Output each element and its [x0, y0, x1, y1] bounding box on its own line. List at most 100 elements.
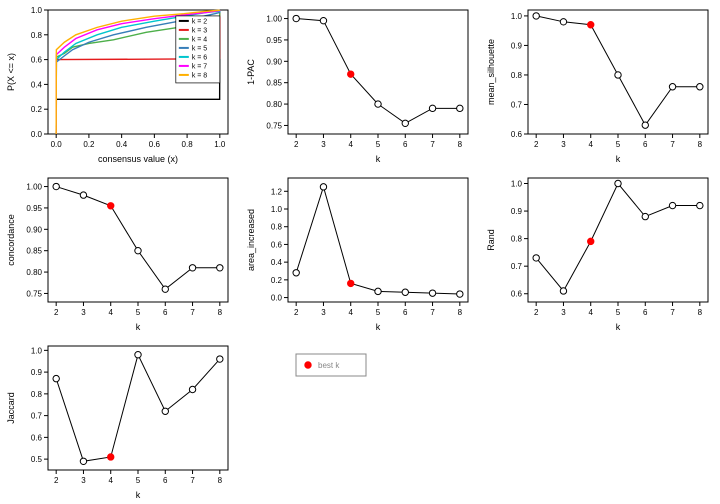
svg-text:1.0: 1.0	[31, 346, 43, 355]
svg-text:0.2: 0.2	[83, 140, 95, 149]
point-k5	[375, 288, 381, 294]
svg-text:3: 3	[81, 476, 86, 485]
svg-text:3: 3	[81, 308, 86, 317]
point-k5	[375, 101, 381, 107]
svg-text:0.6: 0.6	[31, 56, 43, 65]
svg-text:6: 6	[643, 140, 648, 149]
point-k2	[293, 15, 299, 21]
point-k4	[588, 22, 594, 28]
point-k3	[560, 288, 566, 294]
point-k8	[217, 356, 223, 362]
svg-text:0.6: 0.6	[511, 290, 523, 299]
svg-text:2: 2	[294, 308, 299, 317]
svg-text:1.0: 1.0	[214, 140, 226, 149]
svg-text:0.8: 0.8	[31, 31, 43, 40]
svg-text:P(X <= x): P(X <= x)	[6, 53, 16, 91]
svg-text:7: 7	[670, 308, 675, 317]
point-k8	[697, 84, 703, 90]
svg-text:k = 8: k = 8	[192, 72, 207, 79]
point-k2	[293, 270, 299, 276]
svg-text:4: 4	[349, 308, 354, 317]
svg-text:8: 8	[458, 308, 463, 317]
svg-text:k = 2: k = 2	[192, 18, 207, 25]
svg-text:0.75: 0.75	[266, 121, 282, 130]
svg-text:0.7: 0.7	[31, 412, 43, 421]
svg-text:2: 2	[534, 308, 539, 317]
svg-text:1.0: 1.0	[271, 205, 283, 214]
svg-text:0.80: 0.80	[26, 268, 42, 277]
svg-text:1.2: 1.2	[271, 187, 283, 196]
svg-text:0.4: 0.4	[271, 258, 283, 267]
point-k5	[135, 247, 141, 253]
svg-text:1.00: 1.00	[26, 183, 42, 192]
svg-text:k: k	[376, 322, 381, 332]
point-k6	[402, 289, 408, 295]
point-k3	[80, 458, 86, 464]
point-k3	[320, 184, 326, 190]
svg-text:2: 2	[54, 476, 59, 485]
svg-text:0.9: 0.9	[31, 368, 43, 377]
point-k8	[217, 265, 223, 271]
svg-text:0.95: 0.95	[26, 204, 42, 213]
svg-text:0.5: 0.5	[31, 455, 43, 464]
metric-panel-area_increased: 23456780.00.20.40.60.81.01.2karea_increa…	[240, 168, 480, 336]
svg-text:consensus value (x): consensus value (x)	[98, 154, 178, 164]
point-k5	[135, 352, 141, 358]
svg-text:0.6: 0.6	[271, 240, 283, 249]
point-k8	[697, 202, 703, 208]
svg-text:5: 5	[376, 308, 381, 317]
svg-text:mean_silhouette: mean_silhouette	[486, 39, 496, 105]
svg-text:0.75: 0.75	[26, 289, 42, 298]
svg-text:k: k	[136, 322, 141, 332]
svg-text:3: 3	[561, 308, 566, 317]
svg-text:1.0: 1.0	[511, 180, 523, 189]
svg-text:5: 5	[376, 140, 381, 149]
point-k3	[560, 19, 566, 25]
svg-text:0.9: 0.9	[511, 207, 523, 216]
svg-text:1.0: 1.0	[31, 6, 43, 15]
point-k5	[615, 180, 621, 186]
point-k4	[108, 454, 114, 460]
svg-text:0.80: 0.80	[266, 100, 282, 109]
point-k7	[189, 265, 195, 271]
point-k3	[80, 192, 86, 198]
point-k7	[669, 202, 675, 208]
point-k2	[533, 255, 539, 261]
svg-text:8: 8	[698, 140, 703, 149]
cdf-panel: 0.00.20.40.60.81.00.00.20.40.60.81.0cons…	[0, 0, 240, 168]
svg-text:k = 3: k = 3	[192, 27, 207, 34]
svg-text:7: 7	[190, 476, 195, 485]
svg-text:0.9: 0.9	[511, 41, 523, 50]
point-k4	[348, 71, 354, 77]
metric-panel-concordance: 23456780.750.800.850.900.951.00kconcorda…	[0, 168, 240, 336]
svg-text:8: 8	[458, 140, 463, 149]
svg-text:0.4: 0.4	[116, 140, 128, 149]
svg-text:k = 7: k = 7	[192, 63, 207, 70]
svg-text:k: k	[376, 154, 381, 164]
point-k8	[457, 105, 463, 111]
svg-text:1-PAC: 1-PAC	[246, 59, 256, 85]
point-k4	[348, 280, 354, 286]
point-k2	[53, 183, 59, 189]
point-k7	[669, 84, 675, 90]
bestk-legend-panel: best k	[240, 336, 480, 504]
svg-text:8: 8	[218, 308, 223, 317]
point-k6	[642, 122, 648, 128]
svg-text:0.8: 0.8	[31, 390, 43, 399]
svg-text:5: 5	[136, 308, 141, 317]
svg-text:1.00: 1.00	[266, 15, 282, 24]
svg-text:3: 3	[321, 140, 326, 149]
svg-text:k: k	[616, 322, 621, 332]
svg-text:4: 4	[589, 140, 594, 149]
svg-text:k: k	[136, 490, 141, 500]
svg-text:area_increased: area_increased	[246, 209, 256, 271]
bestk-legend-label: best k	[318, 361, 340, 370]
svg-text:Rand: Rand	[486, 229, 496, 251]
svg-text:k = 4: k = 4	[192, 36, 207, 43]
svg-text:5: 5	[616, 140, 621, 149]
point-k7	[429, 105, 435, 111]
svg-text:0.8: 0.8	[511, 71, 523, 80]
svg-text:0.8: 0.8	[182, 140, 194, 149]
svg-text:6: 6	[403, 140, 408, 149]
svg-text:0.8: 0.8	[271, 223, 283, 232]
